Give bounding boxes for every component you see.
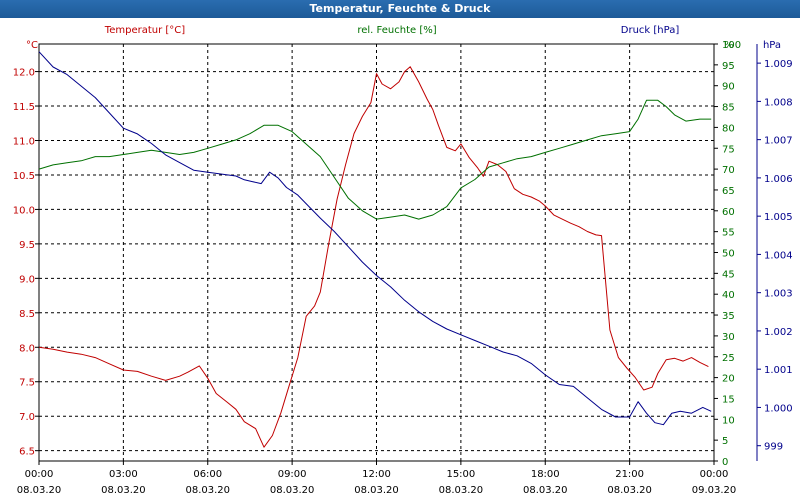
temperature-tick-label: 9.0 (19, 274, 35, 285)
x-tick-label-time: 00:00 (25, 469, 54, 480)
humidity-tick-label: 10 (722, 415, 735, 426)
x-tick-label-date: 08.03.20 (17, 485, 62, 496)
temperature-tick-label: 10.5 (13, 171, 35, 182)
series-line-temperature (38, 66, 709, 448)
humidity-tick-label: 60 (722, 207, 735, 218)
humidity-tick-label: 95 (722, 61, 735, 72)
temperature-tick-label: 6.5 (19, 447, 35, 458)
humidity-tick-label: 65 (722, 186, 735, 197)
humidity-axis-title: rel. Feuchte [%] (357, 25, 436, 36)
pressure-tick-label: 999 (764, 442, 783, 453)
humidity-tick-label: 70 (722, 165, 735, 176)
x-tick-label-time: 03:00 (109, 469, 138, 480)
pressure-tick-label: 1.009 (764, 59, 793, 70)
series-line-humidity (38, 99, 712, 220)
pressure-unit-label: hPa (763, 40, 781, 51)
x-tick-label-date: 08.03.20 (101, 485, 146, 496)
humidity-tick-label: 50 (722, 249, 735, 260)
humidity-tick-label: 55 (722, 228, 735, 239)
humidity-tick-label: 30 (722, 332, 735, 343)
x-tick-label-date: 08.03.20 (523, 485, 568, 496)
pressure-axis-title: Druck [hPa] (621, 25, 680, 36)
x-tick-label-time: 12:00 (362, 469, 391, 480)
humidity-tick-label: 80 (722, 123, 735, 134)
temperature-unit-label: °C (26, 40, 38, 51)
plot-area (38, 43, 715, 462)
pressure-tick-label: 1.005 (764, 212, 793, 223)
chart-title: Temperatur, Feuchte & Druck (0, 0, 800, 18)
x-tick-label-date: 08.03.20 (270, 485, 315, 496)
humidity-tick-label: 40 (722, 290, 735, 301)
axes-layer: 00:00 08.03.20 03:00 08.03.20 06:00 08.03.20 0… (13, 40, 793, 496)
humidity-tick-label: 20 (722, 374, 735, 385)
temperature-axis-title: Temperatur [°C] (104, 25, 185, 36)
temperature-tick-label: 8.5 (19, 309, 35, 320)
humidity-tick-label: 35 (722, 311, 735, 322)
humidity-tick-label: 85 (722, 103, 735, 114)
humidity-tick-label: 75 (722, 144, 735, 155)
temperature-tick-label: 7.5 (19, 378, 35, 389)
temperature-tick-label: 11.5 (13, 102, 35, 113)
pressure-tick-label: 1.006 (764, 174, 793, 185)
x-tick-label-time: 06:00 (193, 469, 222, 480)
x-tick-label-date: 08.03.20 (439, 485, 484, 496)
pressure-tick-label: 1.001 (764, 365, 793, 376)
pressure-tick-label: 1.008 (764, 97, 793, 108)
x-tick-label-time: 15:00 (446, 469, 475, 480)
x-tick-label-time: 18:00 (531, 469, 560, 480)
temperature-tick-label: 10.0 (13, 205, 35, 216)
pressure-tick-label: 1.000 (764, 403, 793, 414)
x-tick-label-date: 08.03.20 (185, 485, 230, 496)
humidity-tick-label: 45 (722, 269, 735, 280)
x-tick-label-date: 08.03.20 (607, 485, 652, 496)
humidity-tick-label: 90 (722, 82, 735, 93)
pressure-tick-label: 1.007 (764, 136, 793, 147)
temperature-tick-label: 9.5 (19, 240, 35, 251)
humidity-tick-label: 5 (722, 436, 728, 447)
humidity-unit-label: % (724, 40, 734, 51)
x-tick-label-date: 09.03.20 (692, 485, 737, 496)
x-tick-label-time: 21:00 (615, 469, 644, 480)
humidity-tick-label: 0 (722, 457, 728, 468)
pressure-tick-label: 1.003 (764, 289, 793, 300)
temperature-tick-label: 12.0 (13, 68, 35, 79)
temperature-tick-label: 8.0 (19, 343, 35, 354)
pressure-tick-label: 1.002 (764, 327, 793, 338)
humidity-tick-label: 15 (722, 394, 735, 405)
temperature-tick-label: 7.0 (19, 412, 35, 423)
temperature-tick-label: 11.0 (13, 136, 35, 147)
pressure-tick-label: 1.004 (764, 250, 793, 261)
humidity-tick-label: 100 (722, 40, 741, 51)
humidity-tick-label: 25 (722, 353, 735, 364)
grid-lines (39, 44, 714, 461)
series-line-pressure (38, 51, 712, 426)
x-tick-label-time: 09:00 (278, 469, 307, 480)
x-tick-label-date: 08.03.20 (354, 485, 399, 496)
series-layer (38, 51, 712, 448)
x-tick-label-time: 00:00 (700, 469, 729, 480)
